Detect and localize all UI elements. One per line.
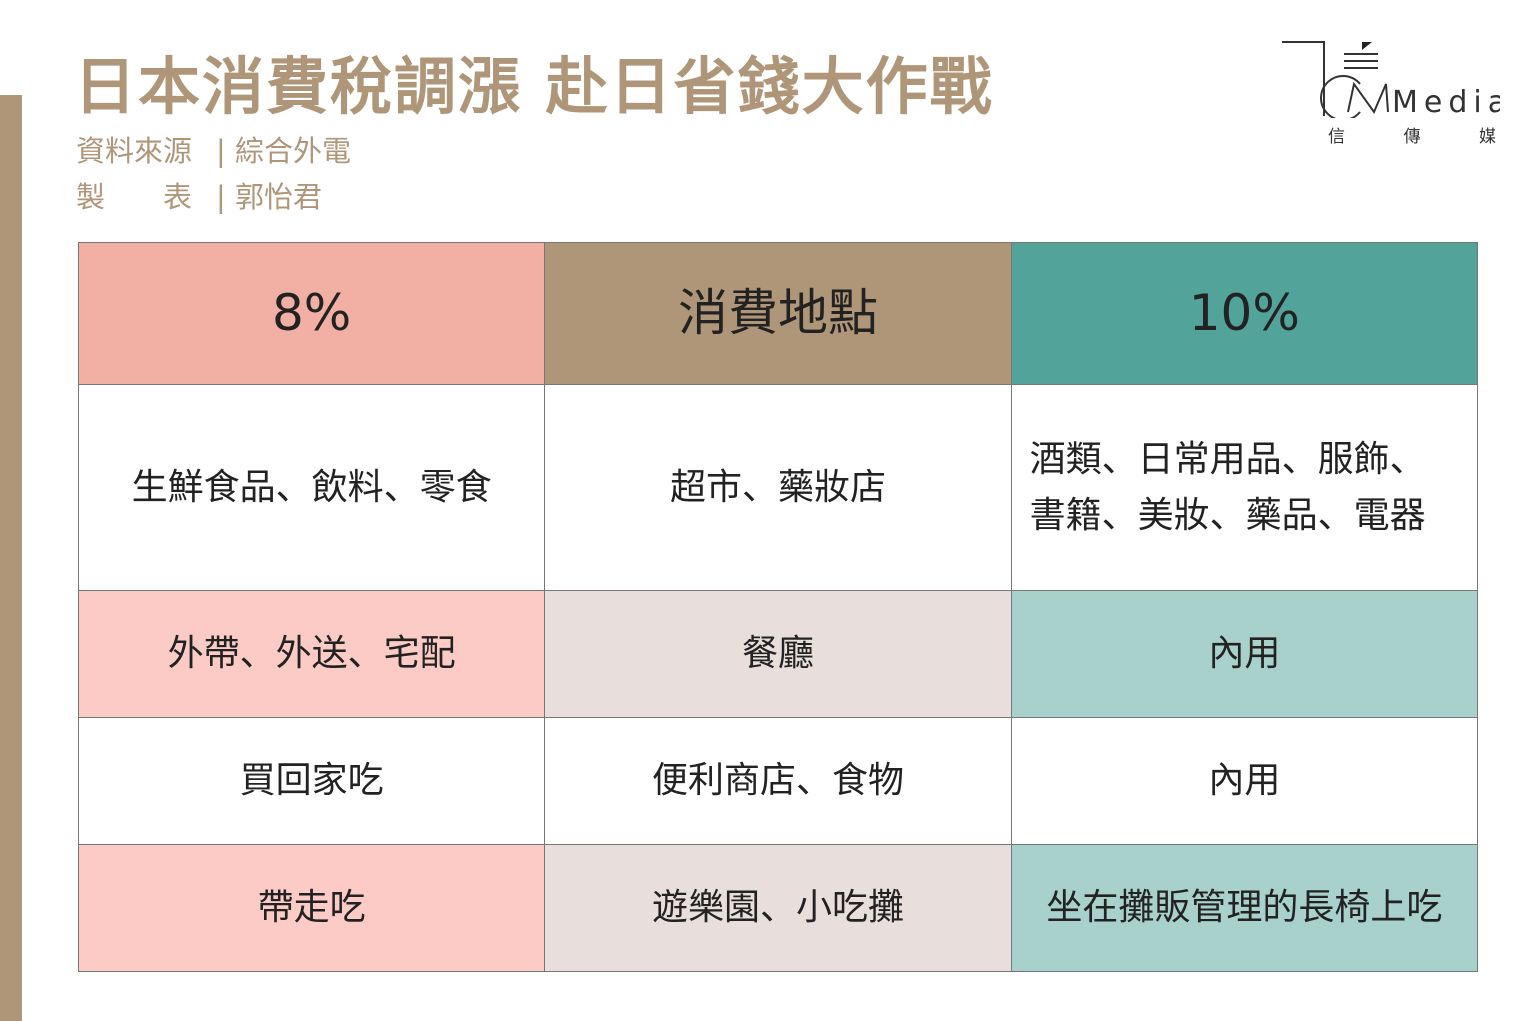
logo-subtitle: 信: [1328, 127, 1345, 147]
source-label: 資料來源: [76, 134, 193, 168]
table-cell: 坐在攤販管理的長椅上吃: [1010, 844, 1479, 972]
table-cell: 酒類、日常用品、服飾、書籍、美妝、藥品、電器: [1010, 384, 1479, 591]
logo-subtitle: 傳: [1403, 127, 1421, 147]
tax-rate-table: 8% 消費地點 10% 生鮮食品、飲料、零食 超市、藥妝店 酒類、日常用品、服飾…: [77, 242, 1479, 972]
table-cell: 遊樂園、小吃攤: [544, 844, 1012, 972]
logo-mark-icon: Media: [1282, 41, 1506, 121]
table-cell: 內用: [1010, 717, 1479, 845]
accent-bar: [0, 95, 22, 1021]
table-row: 外帶、外送、宅配 餐廳 內用: [77, 590, 1479, 718]
header-10-percent: 10%: [1010, 242, 1479, 385]
author-value: 郭怡君: [235, 180, 323, 214]
table-row: 買回家吃 便利商店、食物 內用: [77, 717, 1479, 845]
header-location: 消費地點: [544, 242, 1012, 385]
logo: Media 信 傳 媒: [1280, 38, 1506, 158]
table-cell: 餐廳: [544, 590, 1012, 718]
separator: |: [216, 180, 226, 214]
svg-text:Media: Media: [1392, 85, 1500, 118]
table-cell: 外帶、外送、宅配: [77, 590, 546, 718]
table-cell: 買回家吃: [77, 717, 546, 845]
logo-subtitle: 媒: [1479, 127, 1496, 147]
table-header-row: 8% 消費地點 10%: [77, 242, 1479, 385]
author-label: 製 表: [76, 180, 193, 214]
source-line: 資料來源 | 綜合外電: [76, 128, 351, 170]
header-8-percent: 8%: [77, 242, 546, 385]
table-row: 帶走吃 遊樂園、小吃攤 坐在攤販管理的長椅上吃: [77, 844, 1479, 972]
table-cell: 超市、藥妝店: [544, 384, 1012, 591]
source-value: 綜合外電: [235, 134, 352, 168]
table-cell: 生鮮食品、飲料、零食: [77, 384, 546, 591]
table-cell: 帶走吃: [77, 844, 546, 972]
separator: |: [216, 134, 226, 168]
table-cell: 便利商店、食物: [544, 717, 1012, 845]
page-title: 日本消費稅調漲 赴日省錢大作戰: [74, 50, 994, 123]
author-line: 製 表 | 郭怡君: [76, 174, 322, 216]
table-cell: 內用: [1010, 590, 1479, 718]
table-row: 生鮮食品、飲料、零食 超市、藥妝店 酒類、日常用品、服飾、書籍、美妝、藥品、電器: [77, 384, 1479, 591]
